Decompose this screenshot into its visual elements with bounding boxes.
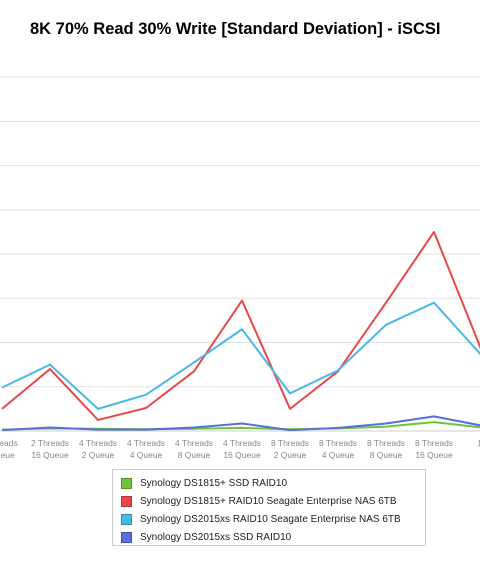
x-tick-label: 8 Threads (271, 438, 309, 448)
x-tick-label: 16 Queue (415, 450, 453, 460)
x-tick-label: 4 Queue (130, 450, 163, 460)
x-tick-label: Threads (0, 438, 18, 448)
legend-item: Synology DS2015xs RAID10 Seagate Enterpr… (113, 510, 425, 528)
x-tick-label: 8 Queue (178, 450, 211, 460)
series-line-3 (1, 301, 480, 410)
legend-swatch (121, 495, 132, 507)
line-chart: Threads Queue 2 Threads 16 Queue 4 Threads 2 … (0, 76, 480, 460)
legend-label: Synology DS2015xs RAID10 Seagate Enterpr… (140, 513, 401, 525)
x-tick-label: 16 Queue (223, 450, 261, 460)
legend-item: Synology DS1815+ RAID10 Seagate Enterpri… (113, 492, 425, 510)
x-tick-label: 16 Queue (31, 450, 69, 460)
legend-label: Synology DS2015xs SSD RAID10 (140, 531, 292, 543)
legend-label: Synology DS1815+ SSD RAID10 (140, 477, 288, 489)
x-tick-label: 8 Threads (367, 438, 405, 448)
x-tick-label: 4 Threads (79, 438, 117, 448)
x-tick-label: 8 Threads (415, 438, 453, 448)
series-lines (1, 230, 480, 432)
legend-swatch (121, 531, 132, 543)
x-tick-label: 4 Threads (127, 438, 165, 448)
series-line-2 (1, 230, 480, 421)
legend-swatch (121, 513, 132, 525)
legend: Synology DS1815+ SSD RAID10 Synology DS18… (112, 469, 426, 546)
legend-label: Synology DS1815+ RAID10 Seagate Enterpri… (140, 495, 397, 507)
x-tick-label: 16 (477, 438, 480, 448)
x-tick-label: 8 Threads (319, 438, 357, 448)
x-tick-label: 4 Threads (175, 438, 213, 448)
x-tick-label: Queue (0, 450, 15, 460)
legend-item: Synology DS1815+ SSD RAID10 (113, 474, 425, 492)
series-line-4 (1, 415, 480, 432)
x-tick-label: 2 Threads (31, 438, 69, 448)
legend-swatch (121, 477, 132, 489)
x-tick-label: 2 Queue (274, 450, 307, 460)
gridlines (0, 76, 480, 432)
x-tick-label: 4 Threads (223, 438, 261, 448)
x-tick-label: 4 Queue (322, 450, 355, 460)
x-axis-ticks: Threads Queue 2 Threads 16 Queue 4 Threads 2 … (0, 438, 480, 460)
legend-item: Synology DS2015xs SSD RAID10 (113, 528, 425, 546)
x-tick-label: 8 Queue (370, 450, 403, 460)
x-tick-label: 2 Queue (82, 450, 115, 460)
chart-title: 8K 70% Read 30% Write [Standard Deviatio… (30, 20, 441, 38)
